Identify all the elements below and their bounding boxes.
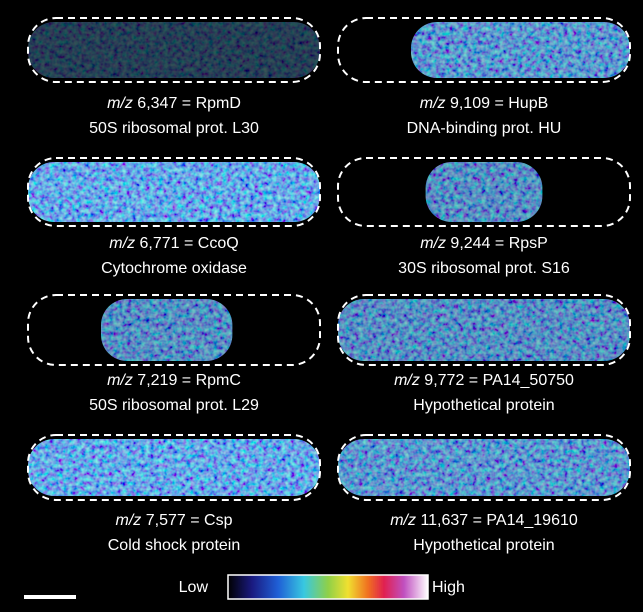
tissue-outline [337, 17, 631, 83]
protein-description: Cold shock protein [108, 537, 241, 554]
ion-image [425, 162, 543, 222]
protein-description: 50S ribosomal prot. L30 [89, 120, 259, 137]
ion-image [28, 22, 320, 78]
protein-description: DNA-binding prot. HU [407, 120, 562, 137]
mz-label: m/z [420, 235, 446, 252]
ion-image [338, 299, 630, 361]
mass-value: 9,772 = PA14_50750 [420, 372, 574, 389]
tissue-outline [27, 434, 321, 501]
panel: m/z 9,109 = HupB DNA-binding prot. HU [337, 17, 631, 137]
mass-value: 9,109 = HupB [446, 95, 549, 112]
panel: m/z 6,347 = RpmD 50S ribosomal prot. L30 [27, 17, 321, 137]
mz-label: m/z [107, 95, 133, 112]
colorbar-high: High [432, 579, 465, 596]
mass-label: m/z 7,577 = Csp [116, 512, 233, 529]
panel: m/z 11,637 = PA14_19610 Hypothetical prot… [337, 434, 631, 554]
tissue-outline [337, 434, 631, 501]
colorbar-low: Low [179, 579, 209, 596]
protein-description: 30S ribosomal prot. S16 [398, 260, 570, 277]
protein-description: Hypothetical protein [413, 397, 554, 414]
ion-image [101, 299, 233, 361]
mass-value: 7,577 = Csp [141, 512, 232, 529]
mass-label: m/z 6,771 = CcoQ [109, 235, 238, 252]
ion-image [28, 162, 320, 222]
mass-label: m/z 9,109 = HupB [420, 95, 549, 112]
mz-label: m/z [394, 372, 420, 389]
panel: m/z 6,771 = CcoQ Cytochrome oxidase [27, 157, 321, 277]
ion-image [411, 22, 630, 78]
panel: m/z 7,219 = RpmC 50S ribosomal prot. L29 [27, 294, 321, 414]
mz-label: m/z [420, 95, 446, 112]
panel: m/z 9,772 = PA14_50750 Hypothetical prote… [337, 294, 631, 414]
mz-label: m/z [107, 372, 133, 389]
ion-image [28, 439, 320, 496]
mass-label: m/z 9,772 = PA14_50750 [394, 372, 574, 389]
tissue-outline [337, 294, 631, 366]
ion-image [338, 439, 630, 496]
mass-value: 6,771 = CcoQ [135, 235, 239, 252]
tissue-outline [27, 17, 321, 83]
mz-label: m/z [390, 512, 416, 529]
mz-label: m/z [116, 512, 142, 529]
tissue-outline [27, 294, 321, 366]
panel: m/z 9,244 = RpsP 30S ribosomal prot. S16 [337, 157, 631, 277]
mass-label: m/z 6,347 = RpmD [107, 95, 241, 112]
mass-label: m/z 11,637 = PA14_19610 [390, 512, 578, 529]
protein-description: Hypothetical protein [413, 537, 554, 554]
mass-value: 9,244 = RpsP [446, 235, 548, 252]
mass-value: 11,637 = PA14_19610 [416, 512, 578, 529]
colorbar [227, 574, 429, 600]
mass-value: 6,347 = RpmD [133, 95, 241, 112]
mass-label: m/z 9,244 = RpsP [420, 235, 548, 252]
mass-label: m/z 7,219 = RpmC [107, 372, 241, 389]
protein-description: 50S ribosomal prot. L29 [89, 397, 259, 414]
mz-label: m/z [109, 235, 135, 252]
protein-description: Cytochrome oxidase [101, 260, 247, 277]
panel: m/z 7,577 = Csp Cold shock protein [27, 434, 321, 554]
mass-value: 7,219 = RpmC [133, 372, 241, 389]
